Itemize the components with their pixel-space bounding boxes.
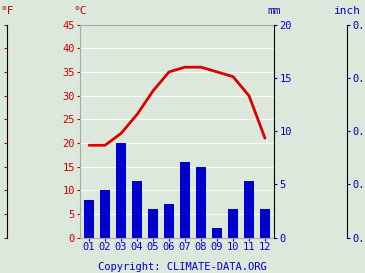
Text: mm: mm — [267, 6, 280, 16]
Bar — [244, 181, 254, 238]
Bar — [148, 209, 158, 238]
Bar — [84, 200, 94, 238]
Bar — [196, 167, 206, 238]
Text: °C: °C — [74, 6, 87, 16]
Bar — [180, 162, 190, 238]
Bar — [164, 204, 174, 238]
Bar — [228, 209, 238, 238]
Bar — [212, 228, 222, 238]
Text: inch: inch — [334, 6, 361, 16]
Text: °F: °F — [0, 6, 14, 16]
Bar — [260, 209, 270, 238]
Text: Copyright: CLIMATE-DATA.ORG: Copyright: CLIMATE-DATA.ORG — [98, 262, 267, 272]
Bar — [116, 143, 126, 238]
Bar — [100, 190, 110, 238]
Bar — [132, 181, 142, 238]
